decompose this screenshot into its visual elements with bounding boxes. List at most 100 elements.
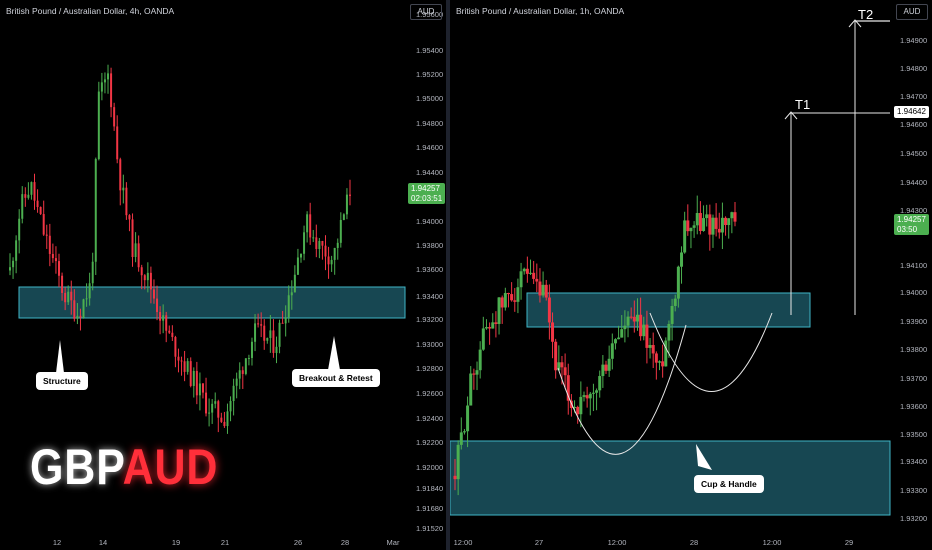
left-candle <box>229 401 232 412</box>
right-candle <box>554 341 558 371</box>
right-candle <box>469 373 473 406</box>
left-candle <box>88 283 91 299</box>
left-candle <box>27 194 30 198</box>
right-candle <box>522 268 526 272</box>
right-x-tick-label: 27 <box>535 538 543 547</box>
left-candle <box>131 219 134 258</box>
left-y-tick-label: 1.93000 <box>416 340 443 349</box>
right-candle <box>689 227 693 232</box>
right-candle <box>582 395 586 397</box>
left-candle <box>140 267 143 276</box>
right-candle <box>708 214 712 235</box>
right-candle <box>488 327 492 329</box>
left-candle <box>336 242 339 248</box>
left-candle <box>223 421 226 427</box>
left-y-tick-label: 1.93400 <box>416 292 443 301</box>
right-x-tick-label: 12:00 <box>763 538 782 547</box>
left-candle <box>272 330 275 353</box>
right-candle <box>654 353 658 363</box>
left-candle <box>156 298 159 313</box>
left-candlestick-chart[interactable]: 1.95600 1.95400 1.95200 1.95000 1.94800 1.946… <box>0 0 446 550</box>
panel-divider[interactable] <box>446 0 450 550</box>
left-y-tick-label: 1.95200 <box>416 70 443 79</box>
right-candle <box>503 293 507 308</box>
left-candle <box>183 361 186 372</box>
right-y-tick-label: 1.93400 <box>900 457 927 466</box>
left-chart-panel[interactable]: 1.95600 1.95400 1.95200 1.95000 1.94800 1.946… <box>0 0 446 550</box>
right-candle <box>702 218 706 231</box>
left-candle <box>232 385 235 402</box>
right-candle <box>620 329 624 338</box>
right-candle <box>551 322 555 342</box>
t2-arrow-head <box>848 19 862 28</box>
left-candle <box>113 107 116 127</box>
gbpaud-brand-logo: GBPAUD <box>30 439 219 495</box>
right-candle <box>579 396 583 415</box>
left-candle <box>211 403 214 413</box>
left-candle <box>103 79 106 83</box>
right-chart-panel[interactable]: 1.94900 1.94800 1.94700 1.94600 1.94500 1.944… <box>450 0 932 550</box>
left-candle <box>107 73 110 80</box>
left-candle <box>94 159 97 262</box>
right-candle <box>711 217 715 235</box>
right-candle <box>714 217 718 229</box>
left-candle <box>290 292 293 296</box>
right-candle <box>727 218 731 226</box>
right-candle <box>538 281 542 296</box>
right-candle <box>557 362 561 371</box>
cup-arc <box>557 324 687 455</box>
right-candlestick-chart[interactable]: 1.94900 1.94800 1.94700 1.94600 1.94500 1.944… <box>450 0 932 550</box>
right-chart-title: British Pound / Australian Dollar, 1h, O… <box>456 6 625 16</box>
right-candle <box>544 284 548 298</box>
right-candle <box>657 361 661 363</box>
left-y-tick-label: 1.94600 <box>416 143 443 152</box>
right-candle <box>695 213 699 226</box>
right-y-tick-label: 1.93800 <box>900 345 927 354</box>
right-candle <box>613 339 617 344</box>
right-candle <box>676 266 680 299</box>
left-candle <box>48 235 51 254</box>
right-candle <box>623 325 627 330</box>
right-candle <box>566 375 570 401</box>
right-candle <box>705 214 709 219</box>
left-y-tick-label: 1.95400 <box>416 46 443 55</box>
left-candle <box>278 322 281 347</box>
structure-pointer <box>56 340 64 373</box>
left-candle <box>76 315 79 319</box>
left-candle <box>82 299 85 318</box>
left-candle <box>125 187 128 216</box>
left-candle <box>299 253 302 258</box>
right-candle <box>692 225 696 228</box>
left-candle <box>122 187 125 191</box>
left-price-tag: 1.94257 02:03:51 <box>408 183 446 204</box>
right-candle <box>629 316 633 318</box>
left-y-tick-label: 1.94400 <box>416 168 443 177</box>
left-x-tick-label: 28 <box>341 538 349 547</box>
left-y-tick-label: 1.91520 <box>416 524 443 533</box>
left-candle <box>186 361 189 372</box>
left-candle <box>21 194 24 219</box>
left-candle <box>119 159 122 191</box>
right-y-tick-label: 1.93500 <box>900 430 927 439</box>
left-currency-label[interactable]: AUD <box>410 4 442 20</box>
left-candle <box>64 292 67 303</box>
left-candle <box>327 256 330 265</box>
left-y-tick-label: 1.92200 <box>416 438 443 447</box>
right-y-tick-label: 1.93200 <box>900 514 927 523</box>
left-candle <box>58 261 61 276</box>
left-candle <box>36 200 39 208</box>
right-currency-label[interactable]: AUD <box>896 4 928 20</box>
right-candle <box>481 328 485 350</box>
right-candle <box>733 212 737 222</box>
left-candle <box>257 323 260 325</box>
left-candle <box>9 267 11 271</box>
right-candle <box>525 268 529 274</box>
right-candle <box>532 272 536 279</box>
left-candle <box>205 392 208 414</box>
left-candle <box>306 214 309 233</box>
left-candle <box>45 234 48 236</box>
left-candle <box>73 300 76 319</box>
right-x-tick-label: 28 <box>690 538 698 547</box>
left-y-tick-label: 1.93600 <box>416 265 443 274</box>
left-y-tick-label: 1.93800 <box>416 241 443 250</box>
